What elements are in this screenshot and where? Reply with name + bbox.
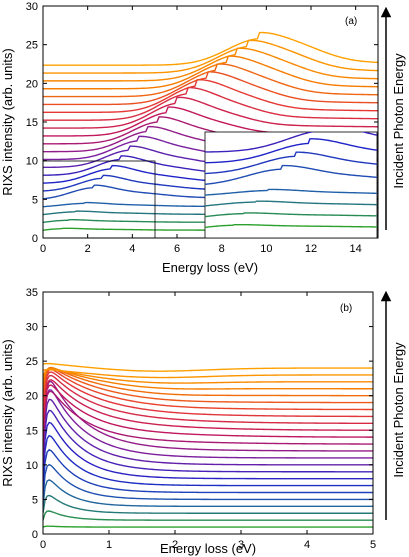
inset-series-line: [205, 200, 377, 207]
panel-b-series-line: [43, 434, 373, 487]
panel-b-tag: (b): [340, 303, 352, 314]
panel-a-ytick-label: 30: [26, 1, 38, 13]
panel-b-xlabel: Energy loss (eV): [160, 541, 256, 556]
side-label-b: Incident Photon Energy: [391, 342, 406, 478]
panel-b-series-line: [43, 389, 373, 459]
panel-b-series-line: [43, 448, 373, 494]
panel-a-series-line: [43, 63, 378, 98]
side-label-a: Incident Photon Energy: [391, 53, 406, 189]
panel-a-series-line: [43, 86, 378, 121]
panel-a-tag: (a): [345, 16, 357, 27]
panel-a-xtick-label: 12: [305, 243, 317, 255]
panel-b-xtick-label: 1: [106, 539, 112, 551]
inset-curves: [205, 132, 377, 229]
panel-a-xtick-label: 4: [129, 243, 135, 255]
panel-b-series-line: [43, 494, 373, 514]
panel-a-zoom-box: [42, 160, 156, 239]
side-annotation-a: Incident Photon Energy: [380, 6, 406, 230]
panel-b-frame: [42, 291, 374, 535]
panel-b-series-line: [43, 367, 373, 390]
panel-a-series-line: [43, 39, 378, 74]
panel-a-xtick-label: 0: [40, 243, 46, 255]
panel-b-series-line: [43, 384, 373, 438]
panel-a-xtick-label: 14: [350, 243, 362, 255]
panel-a-ytick-label: 10: [26, 156, 38, 168]
panel-b-series-line: [43, 379, 373, 431]
panel-b-xtick-label: 2: [172, 539, 178, 551]
inset-series-line: [205, 188, 377, 196]
panel-a-series-line: [43, 96, 378, 129]
panel-b-ytick-label: 25: [26, 356, 38, 368]
inset-series-line: [205, 138, 377, 164]
panel-b-series-line: [43, 371, 373, 418]
panel-b-series-line: [43, 525, 373, 528]
panel-b-series-line: [43, 368, 373, 411]
panel-b-series-line: [43, 366, 373, 397]
inset-series-line: [205, 223, 377, 229]
panel-b-ytick-label: 10: [26, 460, 38, 472]
panel-a-series-line: [43, 31, 378, 66]
panel-b-series-line: [43, 479, 373, 508]
panel-a-series-line: [43, 106, 378, 137]
panel-b-series-line: [43, 421, 373, 480]
side-annotation-b: Incident Photon Energy: [380, 290, 406, 520]
panel-a-ytick-label: 25: [26, 40, 38, 52]
panel-a-ytick-label: 5: [32, 194, 38, 206]
inset-series-line: [205, 212, 377, 218]
panel-b-series-line: [43, 367, 373, 404]
panel-a-series-line: [43, 79, 378, 114]
panel-a-ticks: 0 2 4 6 8 10 12 14 0 5 10 15 20 25 30: [26, 1, 378, 255]
panel-b-ytick-label: 20: [26, 391, 38, 403]
panel-a-ytick-label: 0: [32, 233, 38, 245]
panel-a-series-line: [43, 55, 378, 90]
panel-b-series-line: [43, 398, 373, 466]
panel-b-series-line: [43, 368, 373, 384]
panel-a-xlabel: Energy loss (eV): [162, 260, 258, 275]
panel-a-ytick-label: 20: [26, 78, 38, 90]
panel-b-xtick-label: 5: [370, 539, 376, 551]
panel-b-xtick-label: 4: [304, 539, 310, 551]
panel-b-curves: [43, 362, 373, 528]
panel-b-series-line: [43, 390, 373, 445]
panel-a-xtick-label: 2: [85, 243, 91, 255]
panel-b-series-line: [43, 374, 373, 425]
panel-b: 0 1 2 3 4 5 0 5 10 15 20 25 30 35 (b) Energy loss (eV…: [0, 287, 376, 556]
panel-a-inset: [204, 131, 378, 239]
panel-b-series-line: [43, 362, 373, 372]
panel-b-series-line: [43, 510, 373, 521]
panel-b-series-line: [43, 409, 373, 473]
panel-b-series-line: [43, 380, 373, 452]
inset-series-line: [205, 164, 377, 185]
panel-b-xtick-label: 3: [238, 539, 244, 551]
panel-b-series-line: [43, 368, 373, 379]
panel-b-ticks: 0 1 2 3 4 5 0 5 10 15 20 25 30 35: [26, 287, 376, 551]
panel-a-ylabel: RIXS intensity (arb. units): [0, 48, 15, 195]
inset-background: [204, 131, 378, 239]
panel-b-ytick-label: 0: [32, 529, 38, 541]
panel-b-xtick-label: 0: [40, 539, 46, 551]
inset-series-line: [205, 132, 377, 153]
panel-b-ylabel: RIXS intensity (arb. units): [0, 339, 15, 486]
panel-a-xtick-label: 6: [174, 243, 180, 255]
panel-b-ytick-label: 35: [26, 287, 38, 299]
panel-a-xtick-label: 10: [260, 243, 272, 255]
panel-a-series-line: [43, 47, 378, 82]
panel-a-xtick-label: 8: [219, 243, 225, 255]
panel-b-series-line: [43, 463, 373, 501]
panel-b-ytick-label: 15: [26, 425, 38, 437]
panel-b-ytick-label: 5: [32, 494, 38, 506]
inset-series-line: [205, 151, 377, 175]
panel-a: 0 2 4 6 8 10 12 14 0 5 10 15 20 25 30 (a) Energy loss …: [0, 1, 379, 275]
panel-a-ytick-label: 15: [26, 117, 38, 129]
panel-b-ytick-label: 30: [26, 322, 38, 334]
